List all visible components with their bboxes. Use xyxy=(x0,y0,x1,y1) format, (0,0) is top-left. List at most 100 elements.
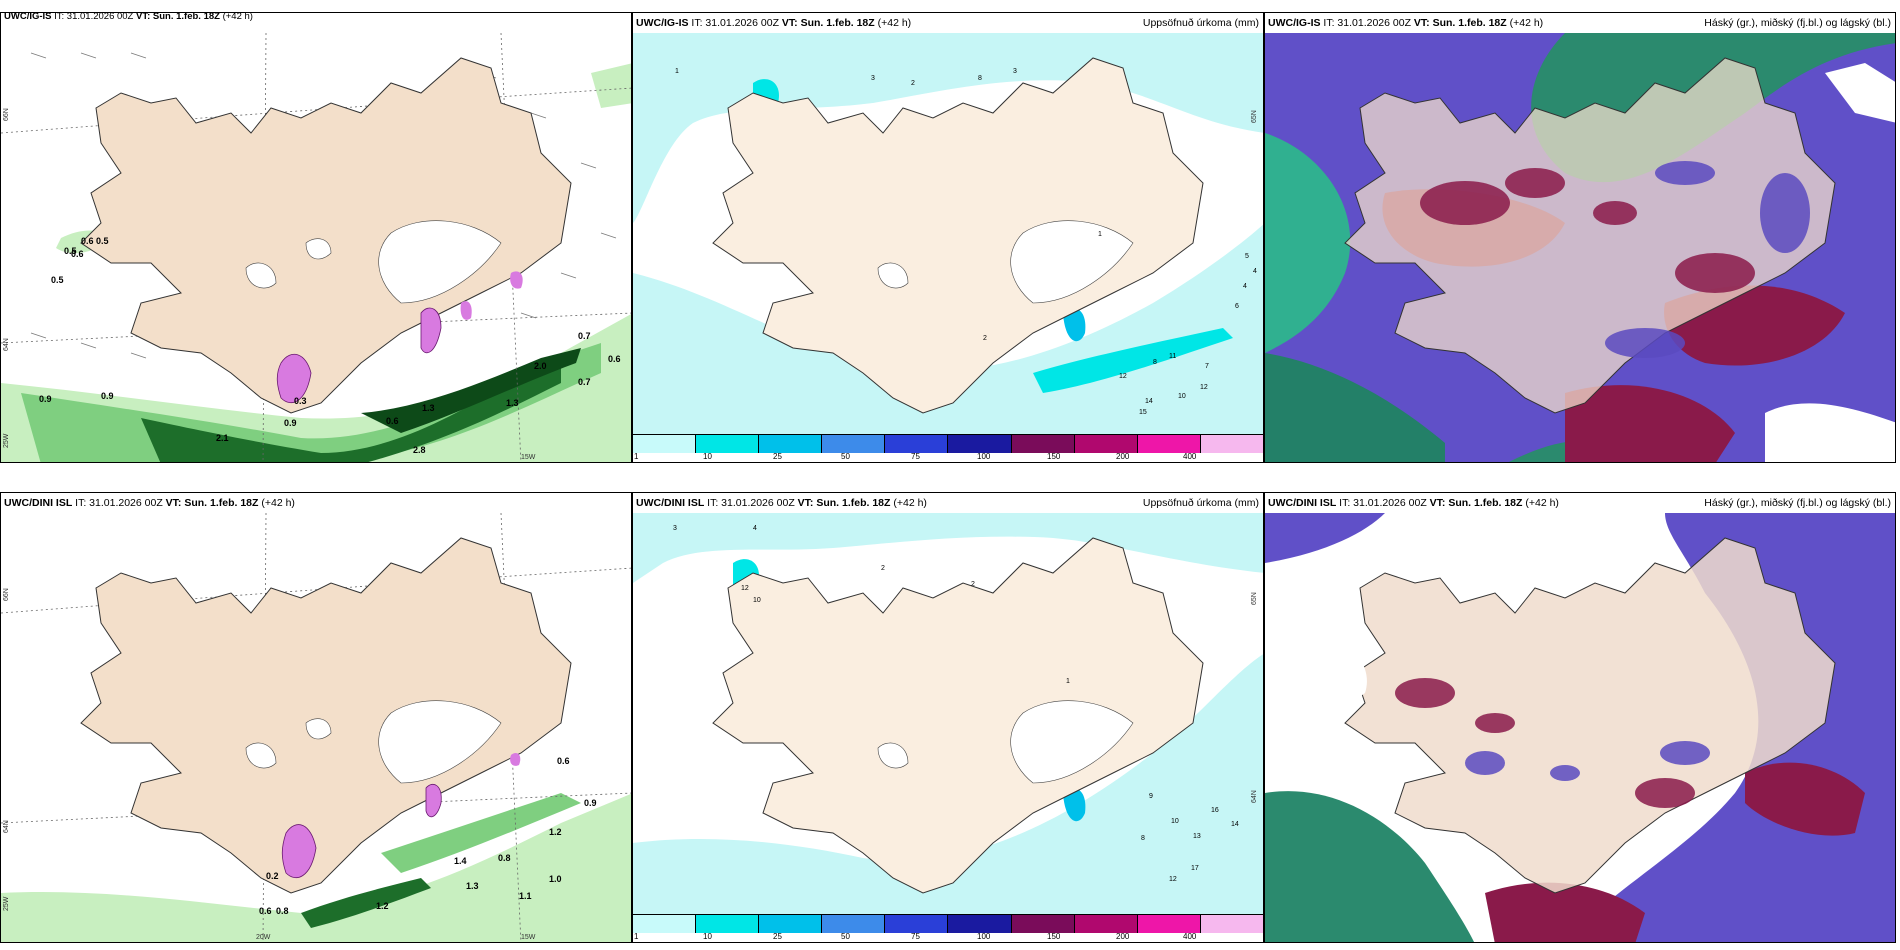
wind-value-label: 0.8 xyxy=(276,906,289,916)
lon-label: 15W xyxy=(521,934,536,941)
precip-value-label: 12 xyxy=(1169,876,1177,883)
wind-value-label: 0.5 xyxy=(51,275,64,285)
precip-value-label: 8 xyxy=(1153,359,1157,366)
lat-label: 66N xyxy=(3,588,10,601)
cloud-map-bottom xyxy=(1265,493,1895,942)
colorbar-tick: 25 xyxy=(773,932,782,941)
wind-value-label: 0.9 xyxy=(101,391,114,401)
panel-title: UWC/IG-IS IT: 31.01.2026 00Z VT: Sun. 1.… xyxy=(1,13,277,23)
wind-value-label: 0.6 xyxy=(386,416,399,426)
cloud-map-top xyxy=(1265,13,1895,462)
colorbar-tick: 150 xyxy=(1047,452,1061,461)
wind-value-label: 0.7 xyxy=(578,331,591,341)
wind-value-label: 1.3 xyxy=(466,881,479,891)
lat-label: 66N xyxy=(3,108,10,121)
panel-title: UWC/DINI ISL IT: 31.01.2026 00Z VT: Sun.… xyxy=(1265,493,1895,513)
precip-value-label: 12 xyxy=(1200,384,1208,391)
panel-field-title: Háský (gr.), miðský (fj.bl.) og lágský (… xyxy=(1704,17,1891,29)
colorbar-tick: 400 xyxy=(1183,932,1197,941)
wind-value-label: 1.2 xyxy=(549,827,562,837)
lat-label: 65N xyxy=(1251,110,1258,123)
precip-value-label: 3 xyxy=(673,525,677,532)
panel-top-left: UWC/IG-IS IT: 31.01.2026 00Z VT: Sun. 1.… xyxy=(0,12,632,463)
colorbar-tick: 75 xyxy=(911,452,920,461)
colorbar-tick: 1 xyxy=(634,932,639,941)
wind-value-label: 0.9 xyxy=(584,798,597,808)
colorbar-swatch xyxy=(1074,915,1138,933)
precip-value-label: 1 xyxy=(1098,231,1102,238)
panel-bottom-middle: UWC/DINI ISL IT: 31.01.2026 00Z VT: Sun.… xyxy=(632,492,1264,943)
wind-value-label: 0.3 xyxy=(294,396,307,406)
wind-map-bottom xyxy=(1,493,631,942)
precip-value-label: 8 xyxy=(978,75,982,82)
precip-value-label: 12 xyxy=(1119,373,1127,380)
colorbar-swatch xyxy=(885,435,949,453)
wind-value-label: 0.9 xyxy=(284,418,297,428)
wind-value-label: 2.0 xyxy=(534,361,547,371)
colorbar-swatch xyxy=(822,435,886,453)
colorbar-tick: 50 xyxy=(841,932,850,941)
colorbar-swatch xyxy=(822,915,886,933)
colorbar-swatch xyxy=(759,915,823,933)
precip-value-label: 9 xyxy=(1149,793,1153,800)
colorbar-tick: 1 xyxy=(634,452,639,461)
panel-title: UWC/DINI ISL IT: 31.01.2026 00Z VT: Sun.… xyxy=(1,493,631,513)
colorbar-tick: 50 xyxy=(841,452,850,461)
colorbar-tick: 400 xyxy=(1183,452,1197,461)
lat-label: 64N xyxy=(3,820,10,833)
colorbar-swatch xyxy=(1137,915,1201,933)
panel-field-title: Háský (gr.), miðský (fj.bl.) og lágský (… xyxy=(1704,497,1891,509)
colorbar-swatch xyxy=(1200,915,1263,933)
wind-value-label: 2.1 xyxy=(216,433,229,443)
colorbar-swatch xyxy=(948,915,1012,933)
precip-value-label: 15 xyxy=(1139,409,1147,416)
precip-value-label: 2 xyxy=(911,80,915,87)
colorbar-tick: 200 xyxy=(1116,932,1130,941)
colorbar-tick: 200 xyxy=(1116,452,1130,461)
colorbar-swatch xyxy=(759,435,823,453)
wind-value-label: 0.6 xyxy=(557,756,570,766)
precip-value-label: 12 xyxy=(741,585,749,592)
wind-map-top xyxy=(1,13,631,462)
panel-top-middle: UWC/IG-IS IT: 31.01.2026 00Z VT: Sun. 1.… xyxy=(632,12,1264,463)
wind-value-label: 0.8 xyxy=(498,853,511,863)
colorbar-ticks: 1 10 25 50 75 100 150 200 400 xyxy=(633,932,1263,942)
precip-value-label: 14 xyxy=(1145,398,1153,405)
precip-value-label: 4 xyxy=(1243,283,1247,290)
colorbar-tick: 150 xyxy=(1047,932,1061,941)
panel-bottom-left: UWC/DINI ISL IT: 31.01.2026 00Z VT: Sun.… xyxy=(0,492,632,943)
precip-value-label: 2 xyxy=(983,335,987,342)
colorbar-swatch xyxy=(1011,915,1075,933)
wind-value-label: 1.2 xyxy=(376,901,389,911)
panel-title: UWC/IG-IS IT: 31.01.2026 00Z VT: Sun. 1.… xyxy=(633,13,1263,33)
precip-value-label: 4 xyxy=(1253,268,1257,275)
wind-value-label: 2.8 xyxy=(413,445,426,455)
precip-value-label: 5 xyxy=(1245,253,1249,260)
panel-field-title: Uppsöfnuð úrkoma (mm) xyxy=(1142,17,1259,29)
wind-value-label: 1.4 xyxy=(454,856,467,866)
colorbar-swatch xyxy=(948,435,1012,453)
lon-label: 25W xyxy=(3,896,10,911)
precip-value-label: 1 xyxy=(675,68,679,75)
colorbar-ticks: 1 10 25 50 75 100 150 200 400 xyxy=(633,452,1263,462)
precip-value-label: 7 xyxy=(1205,363,1209,370)
precip-value-label: 2 xyxy=(881,565,885,572)
lat-label: 64N xyxy=(1251,790,1258,803)
precip-value-label: 10 xyxy=(753,597,761,604)
precip-value-label: 3 xyxy=(871,75,875,82)
colorbar-swatch xyxy=(633,915,697,933)
panel-bottom-right: UWC/DINI ISL IT: 31.01.2026 00Z VT: Sun.… xyxy=(1264,492,1896,943)
lon-label: 15W xyxy=(521,454,536,461)
precip-value-label: 4 xyxy=(753,525,757,532)
precip-value-label: 8 xyxy=(1141,835,1145,842)
colorbar-tick: 100 xyxy=(977,932,991,941)
precip-value-label: 2 xyxy=(971,581,975,588)
wind-value-label: 0.6 xyxy=(81,236,94,246)
wind-value-label: 1.3 xyxy=(506,398,519,408)
panel-title: UWC/IG-IS IT: 31.01.2026 00Z VT: Sun. 1.… xyxy=(1265,13,1895,33)
panel-title: UWC/DINI ISL IT: 31.01.2026 00Z VT: Sun.… xyxy=(633,493,1263,513)
precip-value-label: 3 xyxy=(1013,68,1017,75)
precip-value-label: 13 xyxy=(1193,833,1201,840)
colorbar-tick: 10 xyxy=(703,452,712,461)
lon-label: 25W xyxy=(3,433,10,448)
